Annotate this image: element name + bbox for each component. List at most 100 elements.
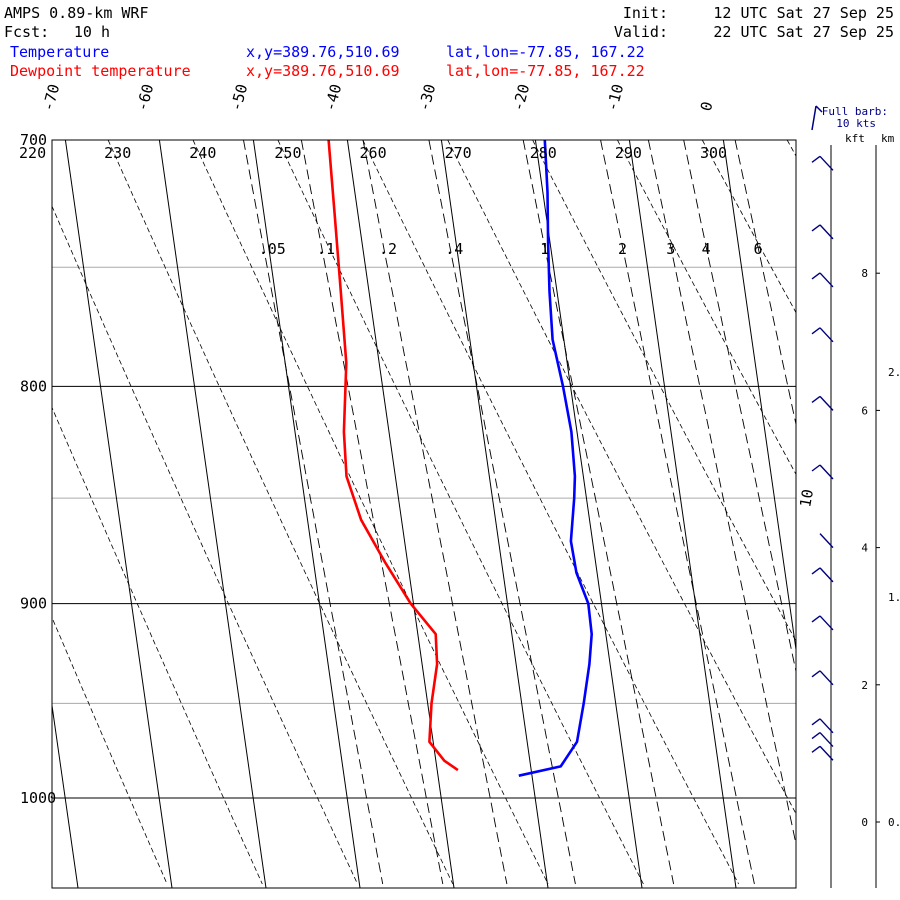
dry-adiabat [786, 140, 796, 157]
fcst-value: 10 h [74, 23, 110, 41]
thermo-grid [52, 140, 900, 888]
isotherm [534, 140, 643, 888]
legend-temperature-latlon: lat,lon=-77.85, 167.22 [446, 43, 645, 61]
theta-label: 250 [274, 144, 301, 162]
barb-key-title: Full barb: [822, 105, 888, 118]
isotherm-label: -60 [133, 82, 157, 113]
kft-tick-label: 2 [861, 679, 868, 692]
km-tick-label: 0. [888, 816, 900, 829]
theta-label: 260 [360, 144, 387, 162]
wind-barb [811, 670, 834, 686]
mixing-ratio-label: .05 [259, 240, 286, 258]
wind-barb [811, 731, 834, 748]
kft-tick-label: 8 [861, 267, 868, 280]
isotherm-label: -20 [509, 82, 533, 113]
mixing-ratio-line [734, 140, 796, 427]
isotherm-label: -40 [321, 82, 345, 113]
isotherm [252, 140, 361, 888]
theta-label: 280 [530, 144, 557, 162]
wind-barb [811, 224, 834, 240]
isotherm [628, 140, 737, 888]
mixing-ratio-line [683, 140, 796, 674]
wind-barb [811, 395, 834, 411]
init-label: Init: [623, 4, 668, 22]
mixing-ratio-line [362, 140, 508, 885]
wind-barb [811, 155, 834, 171]
barb-key-icon [811, 105, 823, 131]
mixing-ratio-label: 2 [618, 240, 627, 258]
dry-adiabat [52, 406, 263, 885]
legend-temperature-label: Temperature [10, 43, 109, 61]
theta-label: 300 [700, 144, 727, 162]
mixing-ratio-label: .1 [317, 240, 335, 258]
isotherm-label: -10 [603, 82, 627, 113]
dry-adiabat [532, 140, 796, 643]
wind-barb [811, 718, 834, 734]
dry-adiabat [52, 205, 358, 885]
pressure-label: 900 [20, 595, 47, 613]
wind-barb [811, 464, 834, 480]
theta-label: 240 [189, 144, 216, 162]
wind-barb [811, 567, 834, 583]
fcst-label: Fcst: [4, 23, 49, 41]
valid-value: 22 UTC Sat 27 Sep 25 [713, 23, 894, 41]
plot-frame [51, 139, 797, 889]
dry-adiabat [52, 616, 168, 885]
mixing-ratio-line [600, 140, 755, 885]
wind-barb [811, 272, 834, 288]
isotherm [64, 140, 173, 888]
isotherm-label: -30 [415, 82, 439, 113]
isotherm [722, 140, 796, 653]
legend-dewpoint-label: Dewpoint temperature [10, 62, 191, 80]
isotherm-label: 0 [697, 100, 717, 113]
mixing-ratio-label: 3 [666, 240, 675, 258]
mixing-ratio-label: .2 [379, 240, 397, 258]
mixing-ratio-line [300, 140, 444, 885]
mixing-ratio-label: .4 [445, 240, 463, 258]
dry-adiabat [107, 140, 454, 885]
init-value: 12 UTC Sat 27 Sep 25 [713, 4, 894, 22]
theta-label: 230 [104, 144, 131, 162]
pressure-label: 700 [20, 131, 47, 149]
km-tick-label: 2. [888, 366, 900, 379]
mixing-ratio-label: 6 [753, 240, 762, 258]
dry-adiabat [362, 140, 739, 885]
km-axis-label: km [881, 132, 895, 145]
profiles [327, 140, 594, 777]
theta-label: 270 [445, 144, 472, 162]
side-label: 10 [796, 488, 817, 509]
dry-adiabat [617, 140, 796, 476]
mixing-ratio-label: 4 [702, 240, 711, 258]
kft-tick-label: 4 [861, 542, 868, 555]
pressure-label: 1000 [20, 789, 56, 807]
wind-height-panel: 8 6 4 2 0 2. 1. 0. [811, 145, 900, 888]
mixing-ratio-line [243, 140, 384, 885]
legend-dewpoint-latlon: lat,lon=-77.85, 167.22 [446, 62, 645, 80]
wind-barb [811, 615, 834, 631]
isotherm-label: -50 [227, 82, 251, 113]
dry-adiabat [192, 140, 549, 885]
kft-tick-label: 0 [861, 816, 868, 829]
isotherm [440, 140, 549, 888]
wind-barb [811, 327, 834, 343]
dry-adiabat [277, 140, 644, 885]
legend-dewpoint-xy: x,y=389.76,510.69 [246, 62, 400, 80]
mixing-ratio-label: 1 [540, 240, 549, 258]
wind-barb [819, 533, 834, 549]
isotherm-label: -70 [39, 82, 63, 113]
wind-barb [811, 745, 834, 761]
temperature-profile [518, 140, 594, 777]
km-tick-label: 1. [888, 591, 900, 604]
mixing-ratio-line [647, 140, 796, 847]
dry-adiabat [447, 140, 796, 815]
barb-key-value: 10 kts [836, 117, 876, 130]
isotherm [158, 140, 267, 888]
theta-label: 290 [615, 144, 642, 162]
kft-axis-label: kft [845, 132, 865, 145]
isotherm [817, 140, 900, 888]
mixing-ratio-line [428, 140, 576, 885]
theta-label: 220 [19, 144, 46, 162]
dewpoint-profile [327, 140, 459, 772]
isotherm [346, 140, 455, 888]
